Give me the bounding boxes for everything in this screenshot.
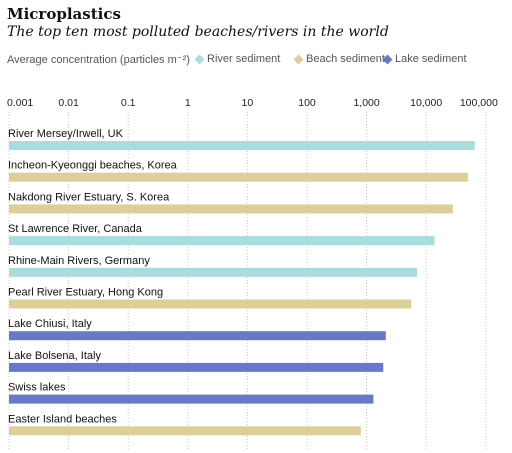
category-label: Easter Island beaches: [8, 413, 117, 425]
x-tick-label: 1: [185, 97, 191, 109]
bar: [9, 331, 386, 341]
bar: [9, 236, 435, 246]
bar: [9, 299, 412, 309]
x-tick-label: 10: [242, 97, 254, 109]
bar: [9, 362, 384, 372]
category-label: River Mersey/Irwell, UK: [8, 128, 124, 140]
category-label: Lake Chiusi, Italy: [8, 318, 92, 330]
x-tick-label: 100: [298, 97, 316, 109]
bar: [9, 204, 453, 214]
category-label: Lake Bolsena, Italy: [8, 350, 101, 362]
chart-subtitle: The top ten most polluted beaches/rivers…: [7, 24, 389, 40]
bar: [9, 426, 361, 436]
x-tick-label: 100,000: [460, 97, 498, 109]
legend-item-river: River sediment: [194, 53, 281, 65]
x-tick-label: 0.1: [121, 97, 136, 109]
bar: [9, 267, 417, 277]
x-tick-label: 1,000: [353, 97, 379, 109]
legend-item-lake: Lake sediment: [382, 53, 467, 65]
legend-item-beach: Beach sediment: [293, 53, 385, 65]
measure-label: Average concentration (particles m⁻²): [7, 54, 190, 66]
category-label: Nakdong River Estuary, S. Korea: [8, 191, 170, 203]
category-label: Pearl River Estuary, Hong Kong: [8, 287, 163, 299]
legend-label-river: River sediment: [207, 53, 281, 65]
chart-title: Microplastics: [7, 5, 121, 23]
x-tick-label: 10,000: [410, 97, 442, 109]
category-label: St Lawrence River, Canada: [8, 223, 143, 235]
bar: [9, 172, 468, 182]
bar: [9, 394, 374, 404]
category-label: Incheon-Kyeonggi beaches, Korea: [8, 160, 178, 172]
legend: Average concentration (particles m⁻²) Ri…: [7, 53, 467, 66]
legend-label-beach: Beach sediment: [306, 53, 385, 65]
bar: [9, 141, 475, 150]
category-label: Rhine-Main Rivers, Germany: [8, 255, 150, 267]
x-tick-label: 0.001: [7, 97, 33, 109]
x-tick-label: 0.01: [58, 97, 79, 109]
legend-label-lake: Lake sediment: [395, 53, 467, 65]
category-label: Swiss lakes: [8, 382, 66, 394]
